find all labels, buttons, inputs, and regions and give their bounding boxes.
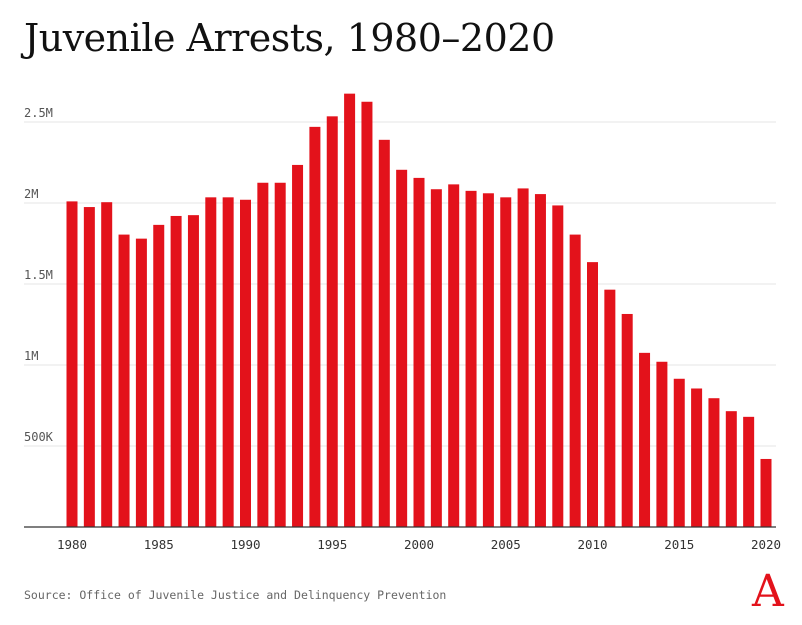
bar-1992 [274,182,286,527]
bar-1995 [326,116,338,527]
x-tick-label: 1990 [230,537,260,552]
bar-2013 [639,352,651,527]
source-note: Source: Office of Juvenile Justice and D… [24,588,447,602]
bar-2017 [708,398,720,527]
x-tick-label: 2020 [751,537,781,552]
bars [66,93,772,528]
bar-2019 [743,416,755,527]
bar-1988 [205,197,217,527]
bar-2014 [656,361,668,527]
y-tick-label: 500K [24,430,54,444]
y-tick-label: 1.5M [24,268,53,282]
x-tick-label: 1980 [57,537,87,552]
bar-1982 [101,202,113,527]
bar-2008 [552,205,564,527]
bar-2011 [604,289,616,527]
bar-2001 [430,189,442,528]
bar-2002 [448,184,460,527]
x-tick-label: 2010 [577,537,607,552]
bar-1984 [135,238,147,527]
y-axis-ticks: 500K 1M 1.5M 2M 2.5M [24,106,54,444]
y-tick-label: 2.5M [24,106,53,120]
bar-1997 [361,101,373,527]
x-tick-label: 1985 [144,537,174,552]
x-tick-label: 1995 [317,537,347,552]
bar-1986 [170,215,182,527]
bar-1989 [222,197,234,527]
bar-1980 [66,201,78,527]
bar-1991 [257,182,269,527]
bar-2005 [500,197,512,527]
bar-2009 [569,234,581,527]
bar-1998 [378,139,390,527]
x-tick-label: 2015 [664,537,694,552]
atlantic-logo: A [752,566,784,617]
bar-2003 [465,190,477,527]
bar-2015 [673,378,685,527]
bar-1985 [153,224,165,527]
bar-1990 [240,199,251,527]
x-axis-ticks: 1980 1985 1990 1995 2000 2005 2010 2015 2020 [57,537,781,552]
bar-1987 [187,215,199,527]
bar-2018 [725,411,737,527]
bar-2007 [534,194,546,527]
bar-2010 [587,262,598,527]
bar-1981 [83,207,95,528]
bar-1999 [396,169,408,528]
y-tick-label: 2M [24,187,38,201]
bar-2016 [691,388,703,527]
bar-2000 [413,177,425,527]
bar-1993 [292,164,304,527]
bar-1996 [344,93,356,528]
bar-2004 [482,193,494,527]
chart-title: Juvenile Arrests, 1980–2020 [24,16,555,60]
bar-2006 [517,188,529,528]
bar-2012 [621,313,633,527]
bar-1994 [309,126,321,528]
bar-1983 [118,234,130,527]
bar-2020 [760,458,772,527]
y-tick-label: 1M [24,349,38,363]
x-tick-label: 2005 [491,537,521,552]
x-tick-label: 2000 [404,537,434,552]
